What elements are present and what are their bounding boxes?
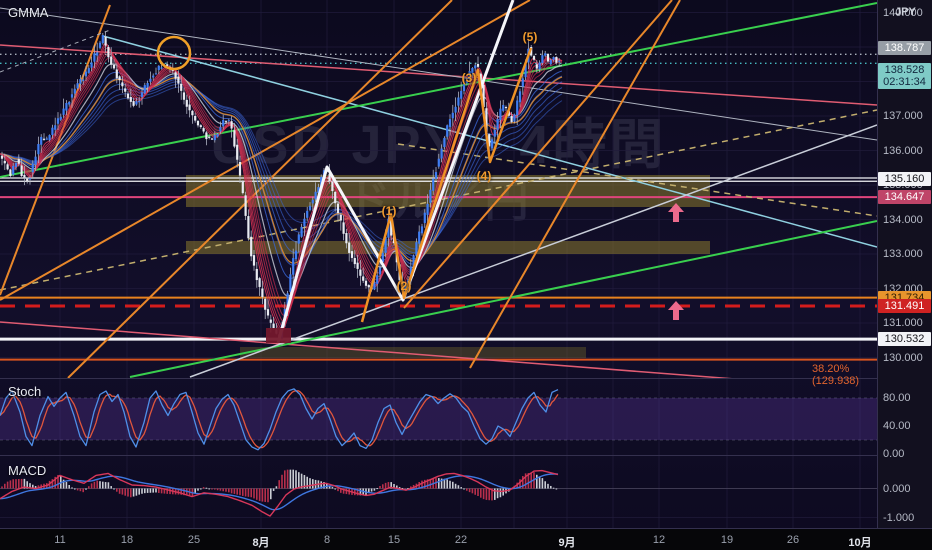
time-label: 26 [786,534,800,546]
price-tick: 130.000 [883,351,923,364]
macd-tick: 0.000 [883,482,911,495]
price-badge: 134.647 [878,190,931,205]
price-badge: 135.160 [878,172,931,187]
up-arrow-marker [668,301,684,320]
elliott-wave-label[interactable]: (1) [381,204,397,218]
bar-countdown: 02:31:34 [883,76,926,89]
time-label: 10月 [848,537,872,549]
elliott-wave-label[interactable]: (3) [461,71,477,85]
grid [0,0,877,528]
price-tick: 131.000 [883,317,923,329]
main-pane [0,0,877,378]
time-label: 15 [387,534,401,546]
elliott-wave-label[interactable]: (5) [522,30,538,44]
macd-pane [0,469,559,517]
indicator-label-gmma[interactable]: GMMA [8,5,49,20]
time-label: 9月 [558,537,576,549]
stoch-tick: 0.00 [883,448,905,460]
indicator-label-stoch[interactable]: Stoch [8,384,42,399]
time-label: 12 [652,534,666,546]
price-badge: 138.528 02:31:34 [878,63,931,90]
price-badge: 138.787 [878,41,931,56]
fib-retracement-label[interactable]: 38.20%(129.938) [812,363,860,387]
time-label: 25 [187,534,201,546]
stoch-tick: 80.00 [883,392,911,404]
stoch-pane [0,388,877,451]
time-label: 8 [323,534,331,546]
price-tick: 133.000 [883,248,923,260]
highlight-circle [156,35,192,71]
elliott-wave-label[interactable]: (2) [396,279,412,293]
price-axis-currency: JPY [895,6,916,18]
elliott-wave-label[interactable]: (4) [476,169,492,183]
price-tick: 136.000 [883,144,923,157]
price-tick: 140.000 [883,6,923,19]
time-label: 8月 [252,537,270,549]
price-tick: 134.000 [883,213,923,226]
price-badge: 130.532 [878,332,931,347]
price-tick: 137.000 [883,110,923,122]
macd-tick: -1.000 [883,511,915,524]
time-label: 22 [454,534,468,546]
time-label: 18 [120,534,134,546]
up-arrow-marker [668,203,684,222]
indicator-label-macd[interactable]: MACD [8,463,47,478]
time-label: 11 [54,534,66,546]
stoch-tick: 40.00 [883,420,911,432]
time-axis[interactable] [0,528,932,550]
time-label: 19 [720,534,734,546]
price-badge: 131.491 [878,299,931,314]
